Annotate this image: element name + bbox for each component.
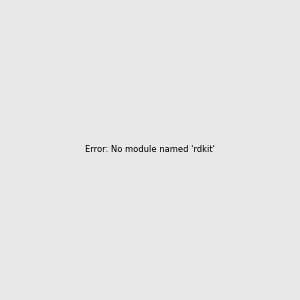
Text: Error: No module named 'rdkit': Error: No module named 'rdkit' [85, 146, 215, 154]
